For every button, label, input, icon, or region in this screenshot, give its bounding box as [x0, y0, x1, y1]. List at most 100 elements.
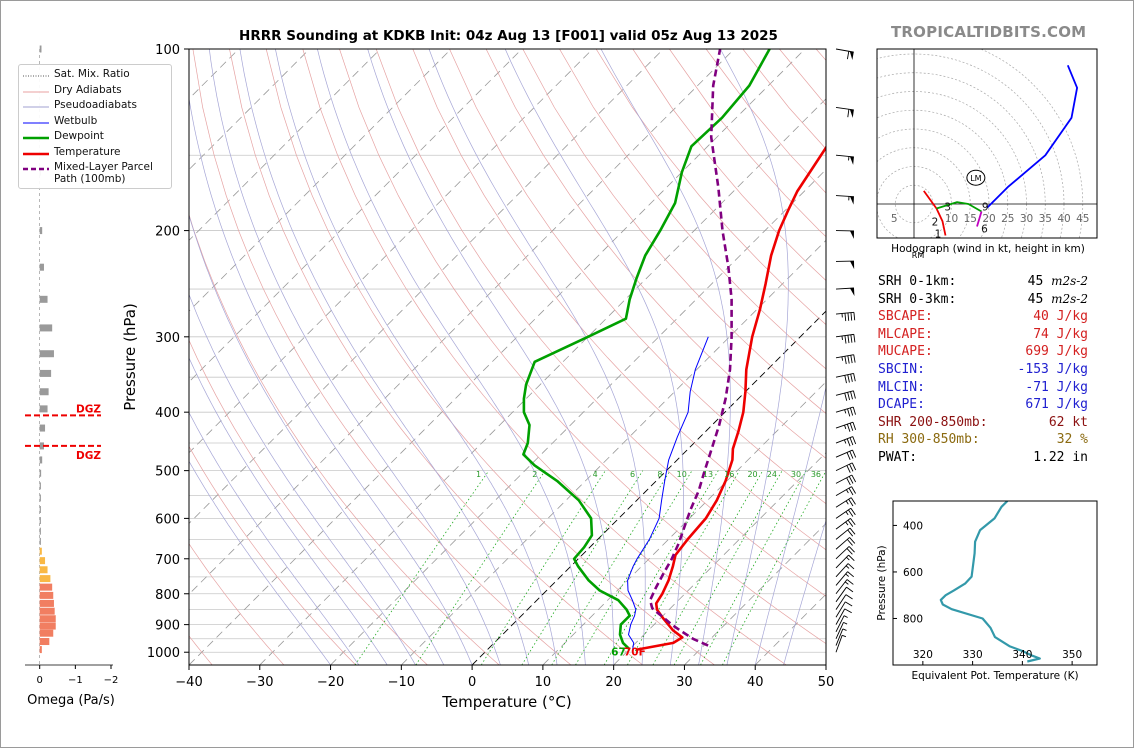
- omega-bar: [39, 607, 55, 615]
- pseudoadiabat: [367, 49, 615, 665]
- wind-barb-flag: [846, 438, 851, 447]
- legend-swatch: [23, 136, 49, 140]
- wind-barb-flag: [844, 392, 848, 401]
- wind-barb-flag: [850, 518, 856, 526]
- omega-bar: [39, 442, 44, 450]
- omega-panel: DGZ DGZ 0 −1 −2: [25, 45, 119, 686]
- hodograph-segment: [936, 201, 982, 213]
- wind-barb-flag: [851, 462, 857, 471]
- wind-barbs: [835, 48, 857, 653]
- isotherm-line: [189, 49, 593, 454]
- skewt-profiles: [522, 49, 826, 651]
- omega-bar: [39, 295, 48, 303]
- legend-label: Wetbulb: [54, 114, 98, 127]
- param-value: 32 %: [1056, 432, 1088, 448]
- omega-bar: [39, 638, 50, 646]
- wind-barb-pennant: [849, 196, 854, 205]
- wind-barb-flag: [852, 449, 857, 458]
- mixing-ratio-label: 24: [767, 470, 777, 479]
- x-tick-label: 40: [747, 675, 764, 690]
- wind-barb-staff: [835, 517, 851, 530]
- hodograph-trace: [923, 64, 1078, 236]
- hodograph-rm-label: RM: [912, 251, 925, 260]
- param-label: RH 300-850mb:: [878, 432, 980, 448]
- isotherm-line: [259, 98, 826, 665]
- wind-barb-flag: [846, 477, 851, 486]
- theta-e-x-tick-label: 350: [1062, 649, 1082, 661]
- wind-barb-staff: [835, 48, 854, 53]
- wind-barb-half-flag: [845, 521, 849, 526]
- wind-barb-half-flag: [841, 356, 844, 361]
- dry-adiabat: [189, 339, 428, 665]
- mixing-ratio-line: [652, 470, 764, 665]
- wind-barb-flag: [851, 474, 857, 483]
- hodograph-ring-label: 45: [1076, 213, 1089, 225]
- pseudoadiabat: [189, 411, 360, 665]
- legend-swatch: [23, 106, 49, 108]
- wind-barb-flag: [852, 422, 857, 430]
- wind-barb-flag: [846, 424, 851, 432]
- param-label: SBCAPE:: [878, 309, 933, 325]
- mixing-ratio-line: [415, 470, 546, 665]
- wind-barb-flag: [848, 499, 854, 507]
- hodograph-ring-label: 15: [964, 213, 977, 225]
- omega-bar: [39, 537, 41, 545]
- pseudoadiabat: [428, 49, 646, 665]
- legend-item: Wetbulb: [19, 115, 169, 131]
- omega-bar: [39, 227, 43, 235]
- hodograph-ring-label: 25: [1001, 213, 1014, 225]
- omega-x-tick-label: −2: [104, 675, 119, 686]
- mixing-ratio-label: 4: [593, 470, 598, 479]
- dry-adiabat: [265, 49, 715, 665]
- wind-barb-staff: [835, 601, 846, 618]
- theta-e-y-tick-label: 600: [903, 567, 923, 579]
- wind-barb-staff: [835, 586, 847, 603]
- omega-x-tick-label: −1: [68, 675, 83, 686]
- param-row: RH 300-850mb: 32 %: [878, 431, 1108, 449]
- pseudoadiabat: [600, 49, 731, 665]
- mixing-ratio-label: 20: [747, 470, 757, 479]
- wind-barb-flag: [849, 451, 854, 459]
- mixing-ratio-line: [673, 470, 783, 665]
- wind-barb-half-flag: [844, 409, 847, 414]
- skewt-background: [189, 49, 826, 665]
- x-tick-label: 0: [468, 675, 476, 690]
- param-row: SBCIN: -153 J/kg: [878, 361, 1108, 379]
- wind-barb-flag: [850, 355, 853, 364]
- hodograph-height-label: 3: [944, 202, 951, 214]
- skewt-axes: −40 −30 −20 −10 0 10 20 30 40 50 100 200 300 400 500 60…: [147, 43, 834, 690]
- wind-barb-flag: [847, 374, 850, 383]
- surface-dewpoint-label: 67: [611, 647, 626, 659]
- wind-barb-half-flag: [846, 556, 850, 561]
- pseudoadiabat: [239, 49, 530, 665]
- param-label: PWAT:: [878, 449, 918, 465]
- wind-barb-flag: [847, 392, 851, 401]
- mixing-ratio-label: 2: [532, 470, 537, 479]
- dry-adiabat: [412, 49, 826, 551]
- wind-barb-half-flag: [844, 581, 849, 585]
- hodograph-segment: [986, 64, 1078, 209]
- legend-swatch: [23, 152, 49, 155]
- theta-e-x-tick-label: 320: [913, 649, 933, 661]
- y-tick-label: 600: [155, 512, 180, 527]
- hodograph-height-label: 2: [932, 216, 939, 228]
- omega-bar: [39, 369, 52, 377]
- wind-barb-flag: [850, 507, 856, 516]
- param-label: DCAPE:: [878, 397, 925, 413]
- wind-barb-flag: [846, 539, 853, 546]
- x-tick-label: 10: [535, 675, 552, 690]
- wind-barb-flag: [852, 390, 856, 399]
- pseudoadiabat: [504, 49, 684, 665]
- dgz-top-label: DGZ: [76, 403, 101, 415]
- legend-label: Pseudoadiabats: [54, 99, 137, 111]
- dry-adiabat: [339, 49, 826, 645]
- hodograph-labels: 5 10 15 20 25 30 35 40 45 123 6 9 LM RM: [891, 169, 1089, 260]
- mixing-ratio-line: [627, 470, 740, 665]
- mixing-ratio-line: [521, 470, 644, 665]
- param-row: SHR 200-850mb: 62 kt: [878, 414, 1108, 432]
- omega-bar: [39, 615, 56, 623]
- omega-bar: [39, 622, 56, 630]
- pseudoadiabat: [754, 385, 826, 665]
- wind-barb-flag: [847, 109, 850, 118]
